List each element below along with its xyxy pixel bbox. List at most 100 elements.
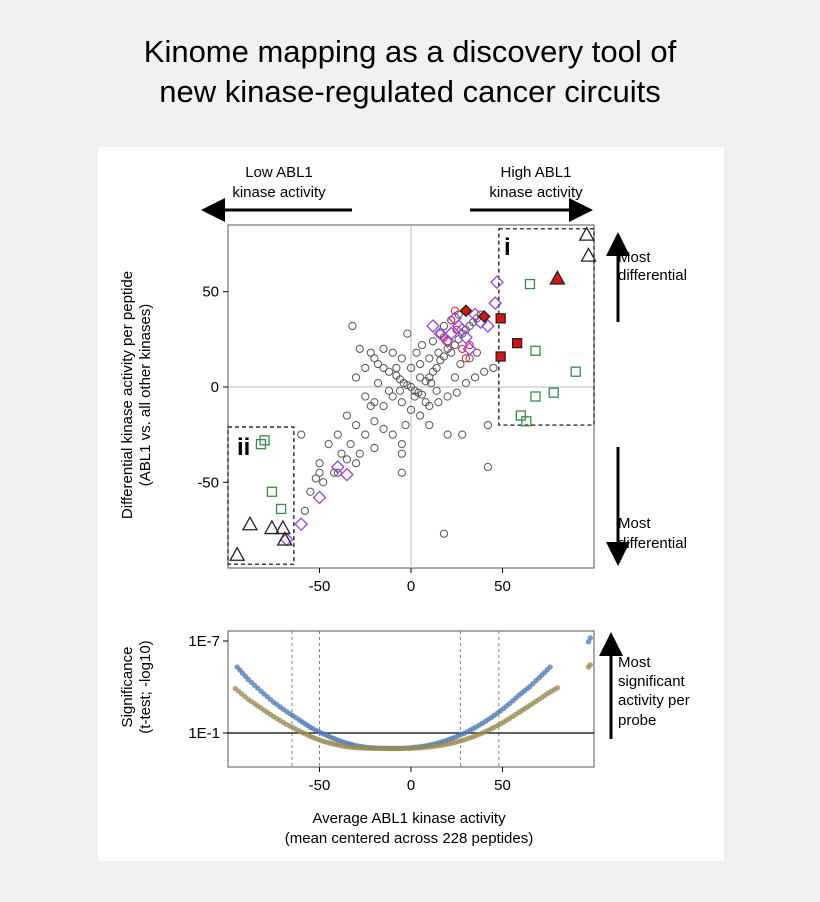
- point-green-squares: [570, 366, 581, 377]
- point-other-peptides: [432, 386, 441, 395]
- point-other-peptides: [370, 417, 379, 426]
- point-other-peptides: [342, 455, 352, 464]
- sig-point-olive: [554, 685, 561, 691]
- point-red-circles: [465, 340, 474, 350]
- point-other-peptides: [470, 373, 480, 382]
- point-other-peptides: [439, 321, 449, 331]
- sig-ytick-label: 1E-1: [188, 725, 220, 742]
- point-other-peptides: [333, 430, 342, 439]
- point-other-peptides: [401, 420, 410, 430]
- point-other-peptides: [450, 373, 460, 382]
- point-other-peptides: [388, 430, 397, 439]
- sig-point-olive: [587, 662, 594, 668]
- point-other-peptides: [428, 337, 438, 346]
- point-other-peptides: [439, 529, 449, 538]
- main-xtick-label: -50: [309, 578, 331, 595]
- point-other-peptides: [333, 468, 342, 477]
- point-other-peptides: [452, 388, 461, 397]
- sig-xlabel-1: Average ABL1 kinase activity: [312, 810, 506, 827]
- point-other-peptides: [352, 373, 361, 382]
- most-significant-1: Most: [618, 654, 651, 671]
- point-other-peptides: [346, 440, 355, 449]
- point-other-peptides: [447, 348, 456, 357]
- point-red-squares: [511, 337, 523, 349]
- figure-panel: Low ABL1 kinase activity High ABL1 kinas…: [98, 147, 724, 861]
- point-purple-diamonds: [312, 490, 327, 505]
- point-other-peptides: [397, 449, 406, 458]
- point-green-squares: [524, 278, 536, 290]
- low-activity-label-2: kinase activity: [232, 184, 326, 201]
- point-other-peptides: [458, 430, 467, 439]
- point-other-peptides: [480, 367, 489, 376]
- point-green-squares: [521, 416, 532, 427]
- figure-svg: Low ABL1 kinase activity High ABL1 kinas…: [119, 164, 690, 847]
- point-other-peptides: [361, 392, 370, 401]
- point-purple-diamonds: [444, 326, 459, 341]
- point-other-peptides: [434, 398, 443, 407]
- point-other-peptides: [416, 411, 425, 420]
- point-other-peptides: [443, 430, 452, 439]
- point-green-squares: [515, 410, 526, 421]
- most-differential-bottom-1: Most: [618, 515, 651, 532]
- point-other-peptides: [472, 348, 481, 357]
- point-other-peptides: [432, 363, 441, 373]
- most-significant-2: significant: [618, 673, 686, 690]
- main-xtick-label: 50: [494, 578, 511, 595]
- point-purple-diamonds: [468, 307, 482, 322]
- point-red-squares: [495, 313, 506, 324]
- point-red-circles: [443, 337, 452, 346]
- point-other-peptides: [379, 424, 388, 433]
- point-other-peptides: [425, 373, 434, 382]
- main-ytick-label: -50: [197, 474, 219, 491]
- sig-xtick-label: -50: [309, 777, 331, 794]
- sig-xlabel-2: (mean centered across 228 peptides): [285, 830, 533, 847]
- point-other-peptides: [348, 321, 357, 331]
- point-green-squares: [259, 435, 270, 446]
- most-significant-3: activity per: [618, 692, 690, 709]
- main-ylabel-2: (ABL1 vs. all other kinases): [137, 304, 154, 487]
- point-red-circles: [461, 354, 470, 363]
- point-other-peptides: [403, 329, 412, 338]
- point-other-peptides: [489, 363, 498, 373]
- point-other-peptides: [416, 373, 425, 382]
- point-other-peptides: [342, 411, 352, 420]
- point-other-peptides: [388, 392, 397, 401]
- point-other-peptides: [483, 462, 492, 472]
- point-other-peptides: [461, 379, 470, 388]
- point-other-peptides: [439, 352, 449, 361]
- point-other-peptides: [337, 449, 346, 458]
- point-other-peptides: [352, 459, 361, 468]
- region-box-i: [498, 228, 595, 426]
- point-other-peptides: [297, 430, 306, 439]
- most-differential-top-1: Most: [618, 249, 651, 266]
- sig-xtick-label: 0: [407, 777, 415, 794]
- point-purple-diamonds: [462, 341, 477, 356]
- point-other-peptides: [416, 360, 425, 369]
- point-red-circles: [458, 344, 467, 353]
- point-other-peptides: [417, 390, 427, 399]
- point-purple-diamonds: [433, 326, 448, 341]
- point-other-peptides: [483, 420, 492, 430]
- point-other-peptides: [373, 379, 383, 388]
- point-black-triangles: [276, 531, 293, 546]
- point-black-triangles: [578, 226, 595, 241]
- point-other-peptides: [434, 348, 443, 357]
- region-label-ii: ii: [237, 434, 250, 461]
- high-activity-label-2: kinase activity: [489, 184, 583, 201]
- point-other-peptides: [421, 398, 430, 407]
- point-red-diamonds: [477, 310, 491, 323]
- point-other-peptides: [379, 401, 388, 411]
- point-other-peptides: [384, 367, 394, 376]
- point-other-peptides: [410, 392, 419, 401]
- point-other-peptides: [319, 478, 328, 487]
- point-purple-diamonds: [340, 467, 354, 482]
- sig-ylabel-1: Significance: [119, 647, 136, 728]
- point-other-peptides: [315, 459, 324, 468]
- point-other-peptides: [306, 487, 315, 496]
- point-other-peptides: [397, 468, 406, 477]
- sig-ytick-label: 1E-7: [188, 633, 220, 650]
- sig-point-blue: [547, 664, 553, 670]
- point-purple-diamonds: [488, 296, 503, 311]
- point-other-peptides: [361, 430, 370, 439]
- point-black-triangles: [274, 519, 292, 535]
